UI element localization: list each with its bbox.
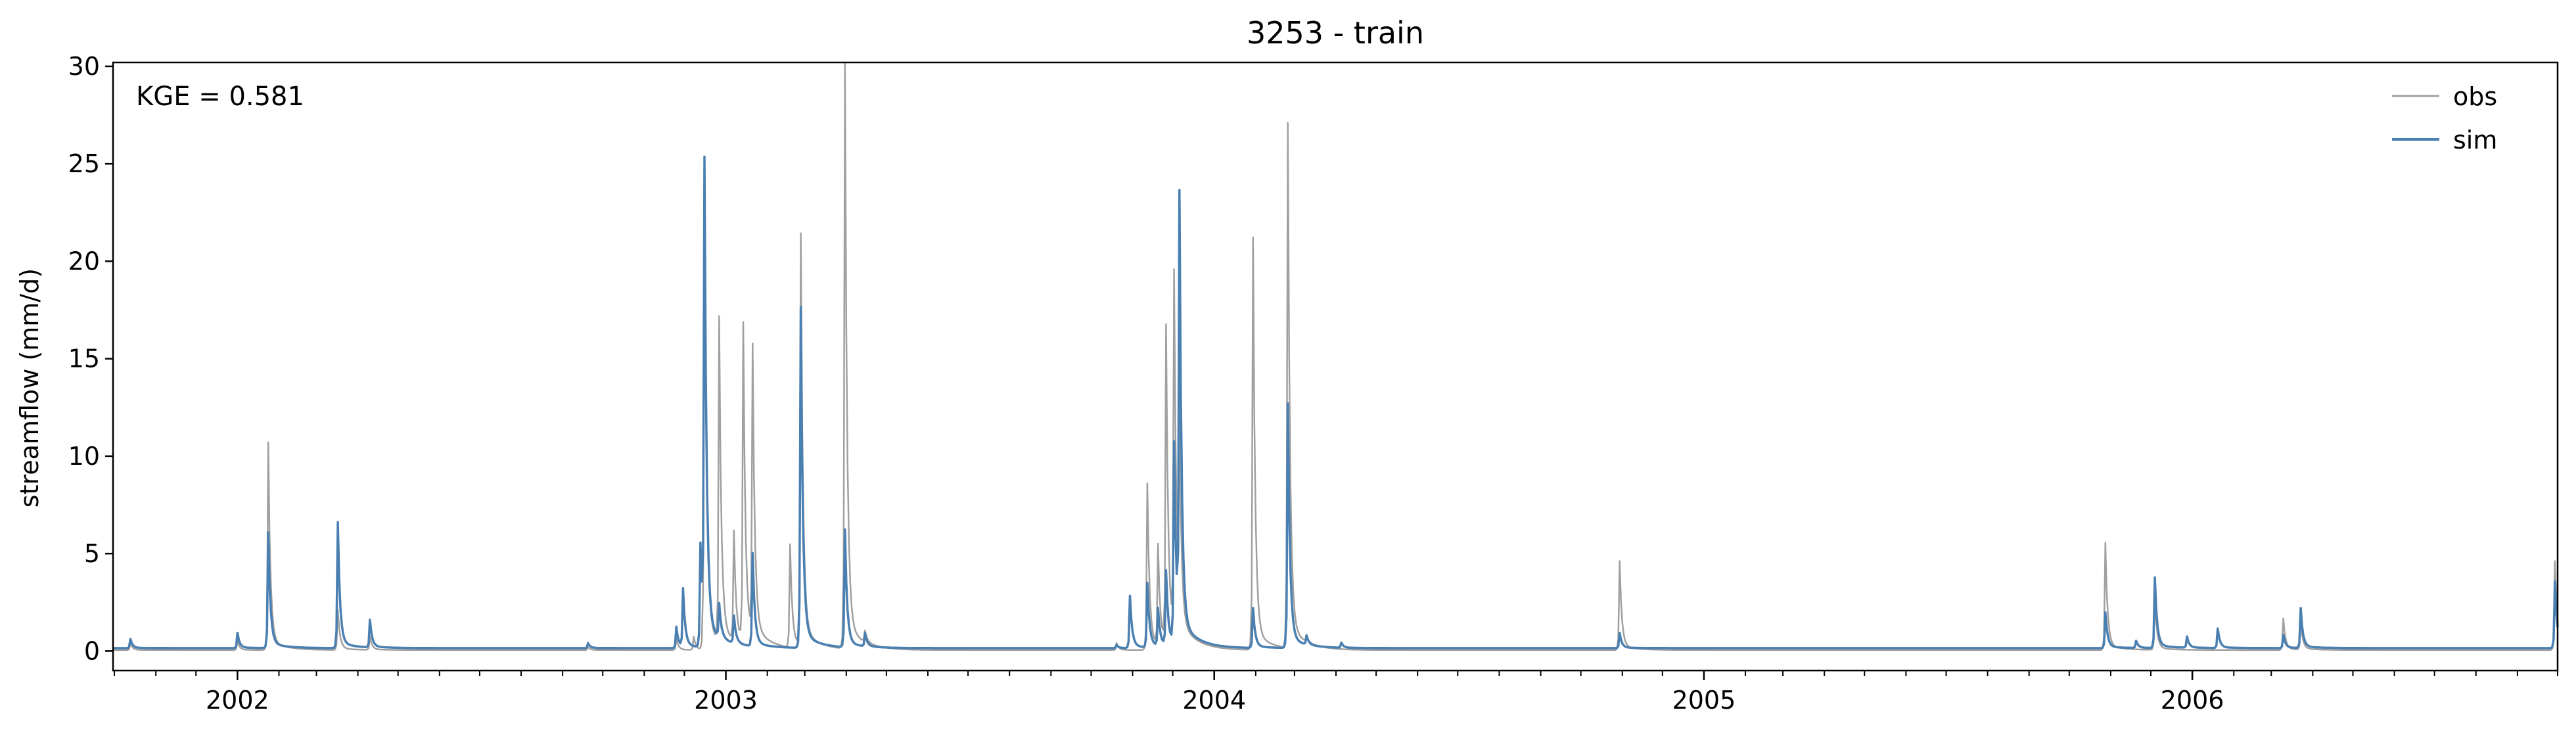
legend-item-obs: obs — [2392, 82, 2497, 111]
series-line-sim — [113, 155, 2559, 650]
legend-sim-label: sim — [2453, 126, 2497, 154]
y-axis-ticks: 0 5 10 15 20 25 30 — [68, 52, 113, 665]
y-axis-label: streamflow (mm/d) — [15, 268, 44, 508]
legend-item-sim: sim — [2392, 126, 2497, 154]
y-tick-label: 25 — [68, 149, 100, 178]
y-tick-label: 15 — [68, 344, 100, 373]
chart-title: 3253 - train — [1247, 15, 1424, 51]
series-line-obs — [113, 61, 2559, 652]
x-tick-label: 2002 — [206, 686, 269, 715]
x-tick-label: 2004 — [1182, 686, 1246, 715]
x-axis-ticks: 2002 2003 2004 2005 2006 — [114, 671, 2558, 715]
legend-obs-label: obs — [2453, 82, 2497, 111]
y-tick-label: 5 — [84, 539, 100, 568]
series-lines — [113, 61, 2559, 652]
plot-frame — [112, 61, 2559, 672]
x-tick-label: 2006 — [2161, 686, 2224, 715]
x-tick-label: 2003 — [694, 686, 758, 715]
y-tick-label: 10 — [68, 442, 100, 471]
y-tick-label: 0 — [84, 636, 100, 665]
plot-area — [113, 61, 2559, 652]
kge-annotation: KGE = 0.581 — [136, 82, 304, 112]
legend: obs sim — [2392, 82, 2497, 154]
y-tick-label: 20 — [68, 247, 100, 275]
x-tick-label: 2005 — [1672, 686, 1736, 715]
y-tick-label: 30 — [68, 52, 100, 81]
